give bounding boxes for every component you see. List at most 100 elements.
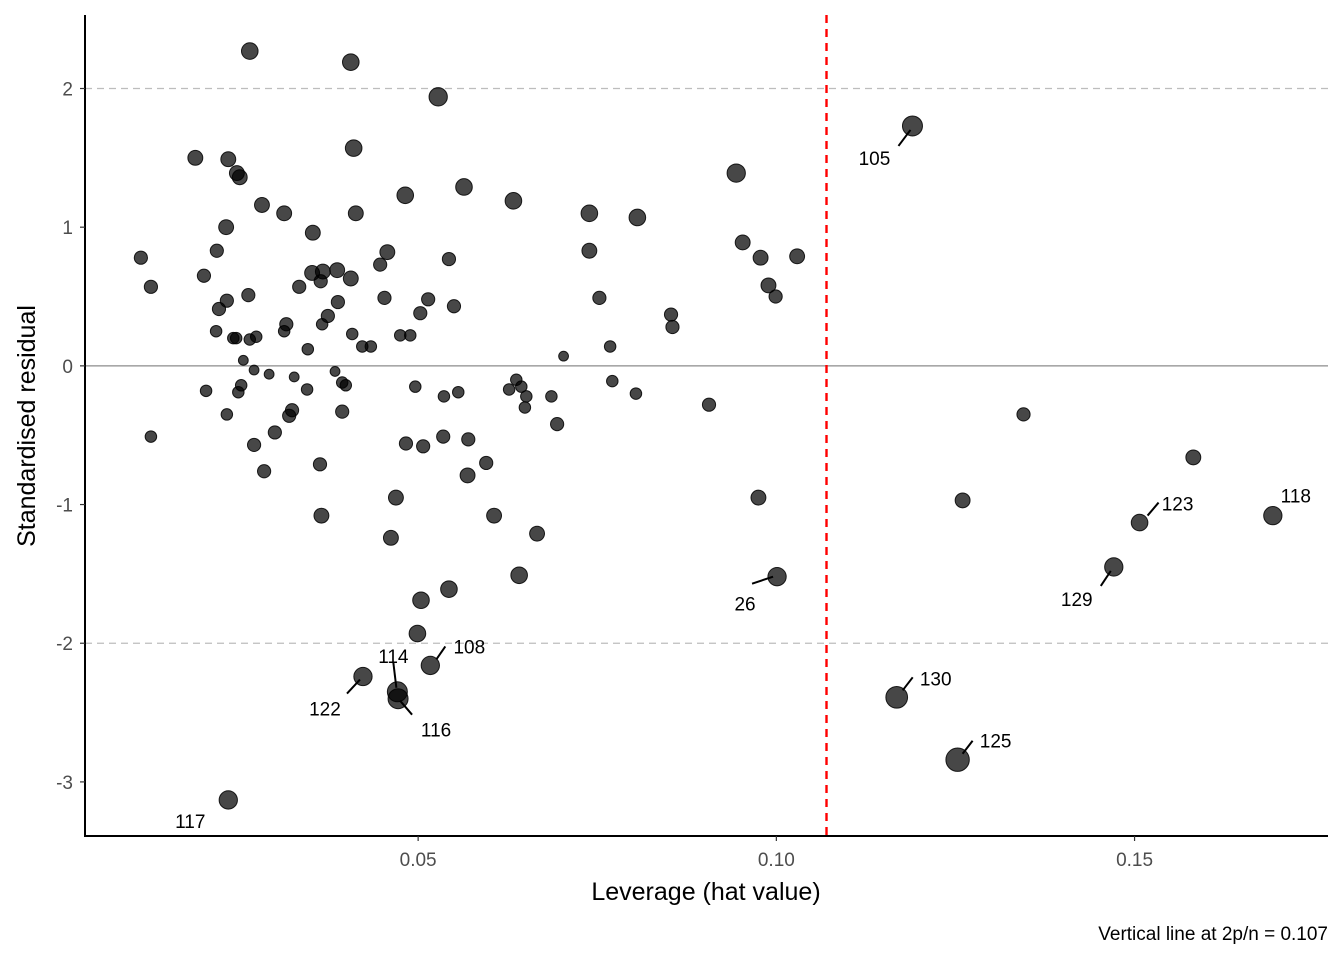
data-point xyxy=(752,249,769,266)
data-point xyxy=(452,385,465,399)
data-point xyxy=(330,294,345,310)
data-point xyxy=(455,178,473,196)
data-point xyxy=(288,371,300,383)
data-point xyxy=(249,330,263,343)
x-tick-label: 0.15 xyxy=(1116,850,1153,871)
data-point xyxy=(441,251,457,267)
label-leader-line xyxy=(897,129,912,147)
data-point xyxy=(665,319,680,335)
x-axis-title: Leverage (hat value) xyxy=(591,878,820,906)
y-tick-label: -2 xyxy=(56,634,73,655)
data-point xyxy=(341,53,360,71)
data-point xyxy=(421,292,436,307)
point-label: 114 xyxy=(378,647,409,668)
points-layer xyxy=(133,42,1283,810)
data-point xyxy=(398,436,414,451)
data-point xyxy=(461,432,476,447)
data-point xyxy=(760,277,777,294)
data-point xyxy=(342,270,359,287)
data-point xyxy=(1130,513,1149,532)
data-point xyxy=(1185,449,1202,466)
label-leader-line xyxy=(399,700,413,716)
label-leader-line xyxy=(1099,570,1112,587)
point-label: 125 xyxy=(980,732,1012,753)
data-point xyxy=(237,354,249,366)
axes xyxy=(84,15,1328,837)
data-point xyxy=(347,205,364,222)
data-point xyxy=(300,383,314,396)
data-point xyxy=(396,186,415,205)
data-point xyxy=(277,324,291,338)
label-leader-line xyxy=(346,678,361,695)
point-label: 118 xyxy=(1281,487,1311,508)
data-point xyxy=(545,390,558,403)
data-point xyxy=(282,408,297,423)
data-point xyxy=(479,455,494,471)
data-point xyxy=(592,290,607,306)
data-point xyxy=(440,580,458,598)
data-point xyxy=(209,243,224,258)
data-point xyxy=(143,279,159,294)
data-point xyxy=(901,115,923,137)
data-point xyxy=(768,289,783,304)
data-point xyxy=(345,327,359,341)
data-point xyxy=(231,169,248,186)
y-tick-label: 1 xyxy=(62,218,73,239)
data-point xyxy=(199,384,213,398)
data-point xyxy=(603,340,617,353)
data-point xyxy=(486,507,503,524)
data-point xyxy=(663,307,679,322)
data-point xyxy=(364,340,378,353)
point-label: 123 xyxy=(1162,495,1194,516)
data-point xyxy=(387,489,404,506)
label-leader-line xyxy=(392,662,398,688)
data-point xyxy=(446,299,462,314)
data-point xyxy=(144,430,158,443)
point-label: 122 xyxy=(309,700,341,721)
data-point xyxy=(335,404,350,419)
data-point xyxy=(209,324,223,338)
data-point xyxy=(246,437,262,453)
data-point xyxy=(580,204,599,223)
data-point xyxy=(218,219,235,236)
data-point xyxy=(229,331,243,345)
point-labels-layer: 105 118 123 129 26 108 122 114 116 130 125 117 xyxy=(175,129,1311,833)
data-point xyxy=(1104,557,1124,577)
point-label: 116 xyxy=(421,721,451,742)
data-point xyxy=(1016,407,1031,422)
data-point xyxy=(196,268,212,283)
label-leader-line xyxy=(901,676,914,691)
data-point xyxy=(248,364,260,376)
data-point xyxy=(420,655,440,676)
data-point xyxy=(315,318,329,331)
data-point xyxy=(436,429,451,444)
data-point xyxy=(428,87,448,107)
data-point xyxy=(377,290,392,306)
data-point xyxy=(218,790,238,810)
data-point xyxy=(518,401,532,414)
y-tick-label: -1 xyxy=(56,496,73,517)
data-point xyxy=(257,464,272,479)
data-point xyxy=(312,457,328,472)
point-label: 108 xyxy=(453,637,485,658)
data-point xyxy=(734,234,751,251)
data-point xyxy=(409,380,422,393)
data-point xyxy=(304,224,321,241)
data-point xyxy=(885,685,909,709)
y-tick-label: -3 xyxy=(56,773,73,794)
data-point xyxy=(408,624,427,643)
data-point xyxy=(339,379,353,392)
data-point xyxy=(701,397,717,412)
data-point xyxy=(726,163,746,183)
data-point xyxy=(220,408,234,421)
data-point xyxy=(276,205,293,222)
data-point xyxy=(945,747,970,772)
caption: Vertical line at 2p/n = 0.107 xyxy=(1098,924,1328,945)
data-point xyxy=(404,329,417,342)
data-point xyxy=(382,529,399,546)
data-point xyxy=(263,368,275,380)
data-point xyxy=(313,274,328,289)
data-point xyxy=(313,507,330,524)
reference-lines xyxy=(85,15,1328,836)
